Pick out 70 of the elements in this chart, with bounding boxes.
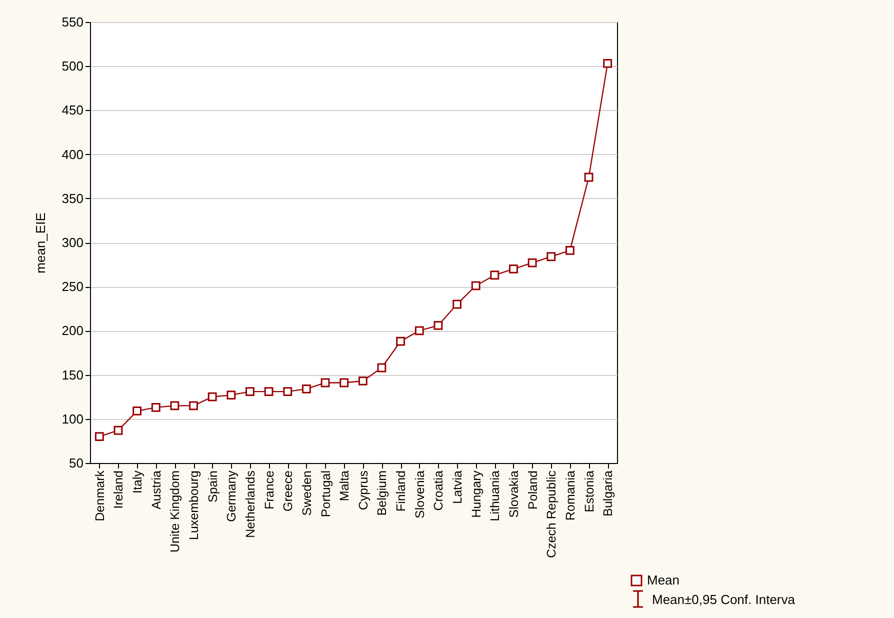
point — [320, 378, 330, 388]
x-tick-label: Sweden — [300, 470, 314, 516]
point — [528, 258, 537, 268]
point — [94, 432, 104, 441]
point — [208, 392, 217, 402]
x-tick-label: Finland — [394, 470, 408, 512]
x-tick-label: Slovakia — [506, 470, 521, 518]
x-tick-label: Unite Kingdom — [168, 470, 182, 552]
x-tick-label: Luxembourg — [187, 470, 202, 540]
x-tick-label: Austria — [149, 470, 164, 510]
point — [584, 172, 594, 182]
y-tick-label: 400 — [62, 146, 84, 162]
x-tick-label: Croatia — [432, 470, 446, 511]
x-tick-label: Hungary — [469, 470, 484, 518]
point — [132, 406, 142, 416]
point — [434, 320, 443, 330]
x-tick-label: Cyprus — [356, 470, 370, 510]
y-tick-label: 50 — [69, 456, 84, 470]
point — [396, 336, 406, 346]
point — [114, 426, 123, 435]
point — [246, 387, 254, 396]
point — [302, 384, 311, 394]
x-tick-label: France — [262, 470, 276, 510]
legend-label: Mean — [647, 572, 680, 588]
point — [565, 246, 574, 255]
point — [509, 264, 518, 274]
point — [358, 376, 368, 386]
point — [283, 387, 292, 396]
y-tick-label: 150 — [62, 367, 84, 382]
y-tick-label: 250 — [62, 279, 84, 294]
x-tick-label: Poland — [526, 470, 540, 510]
y-axis-title: mean_EIE — [32, 212, 48, 274]
x-tick-label: Bulgaria — [601, 470, 616, 516]
y-tick-label: 450 — [62, 102, 84, 118]
y-tick-label: 200 — [62, 323, 84, 338]
x-tick-label: Estonia — [582, 470, 596, 512]
point — [377, 363, 386, 372]
point — [603, 58, 612, 68]
point — [546, 252, 556, 262]
point — [490, 270, 500, 280]
y-tick-label: 300 — [62, 235, 84, 250]
x-tick-label: Slovenia — [412, 470, 427, 518]
point — [170, 401, 180, 410]
x-tick-label: Netherlands — [243, 470, 258, 538]
point — [414, 326, 424, 336]
point — [151, 402, 160, 412]
x-tick-label: Greece — [281, 470, 296, 512]
x-tick-label: Malta — [338, 470, 352, 502]
x-tick-label: Portugal — [318, 470, 333, 518]
point — [264, 387, 274, 396]
x-tick-label: Germany — [224, 470, 239, 522]
x-tick-label: Denmark — [92, 470, 107, 522]
y-tick-label: 550 — [62, 14, 84, 30]
x-tick-label: Italy — [130, 470, 145, 494]
x-tick-label: Spain — [206, 470, 220, 502]
point — [471, 281, 480, 290]
point — [340, 378, 349, 388]
x-tick-label: Lithuania — [488, 470, 502, 522]
point — [226, 390, 236, 400]
point — [452, 300, 462, 309]
point — [189, 401, 198, 410]
x-tick-label: Ireland — [112, 470, 126, 509]
x-tick-label: Romania — [563, 470, 578, 521]
text: Mean±0,95 Conf. Interva — [652, 592, 795, 606]
y-tick-label: 100 — [62, 411, 84, 426]
y-tick-label: 500 — [62, 58, 84, 74]
x-tick-label: Belgium — [375, 470, 390, 516]
y-tick-label: 350 — [62, 190, 84, 206]
x-tick-label: Czech Republic — [544, 470, 559, 558]
x-tick-label: Latvia — [450, 470, 465, 504]
